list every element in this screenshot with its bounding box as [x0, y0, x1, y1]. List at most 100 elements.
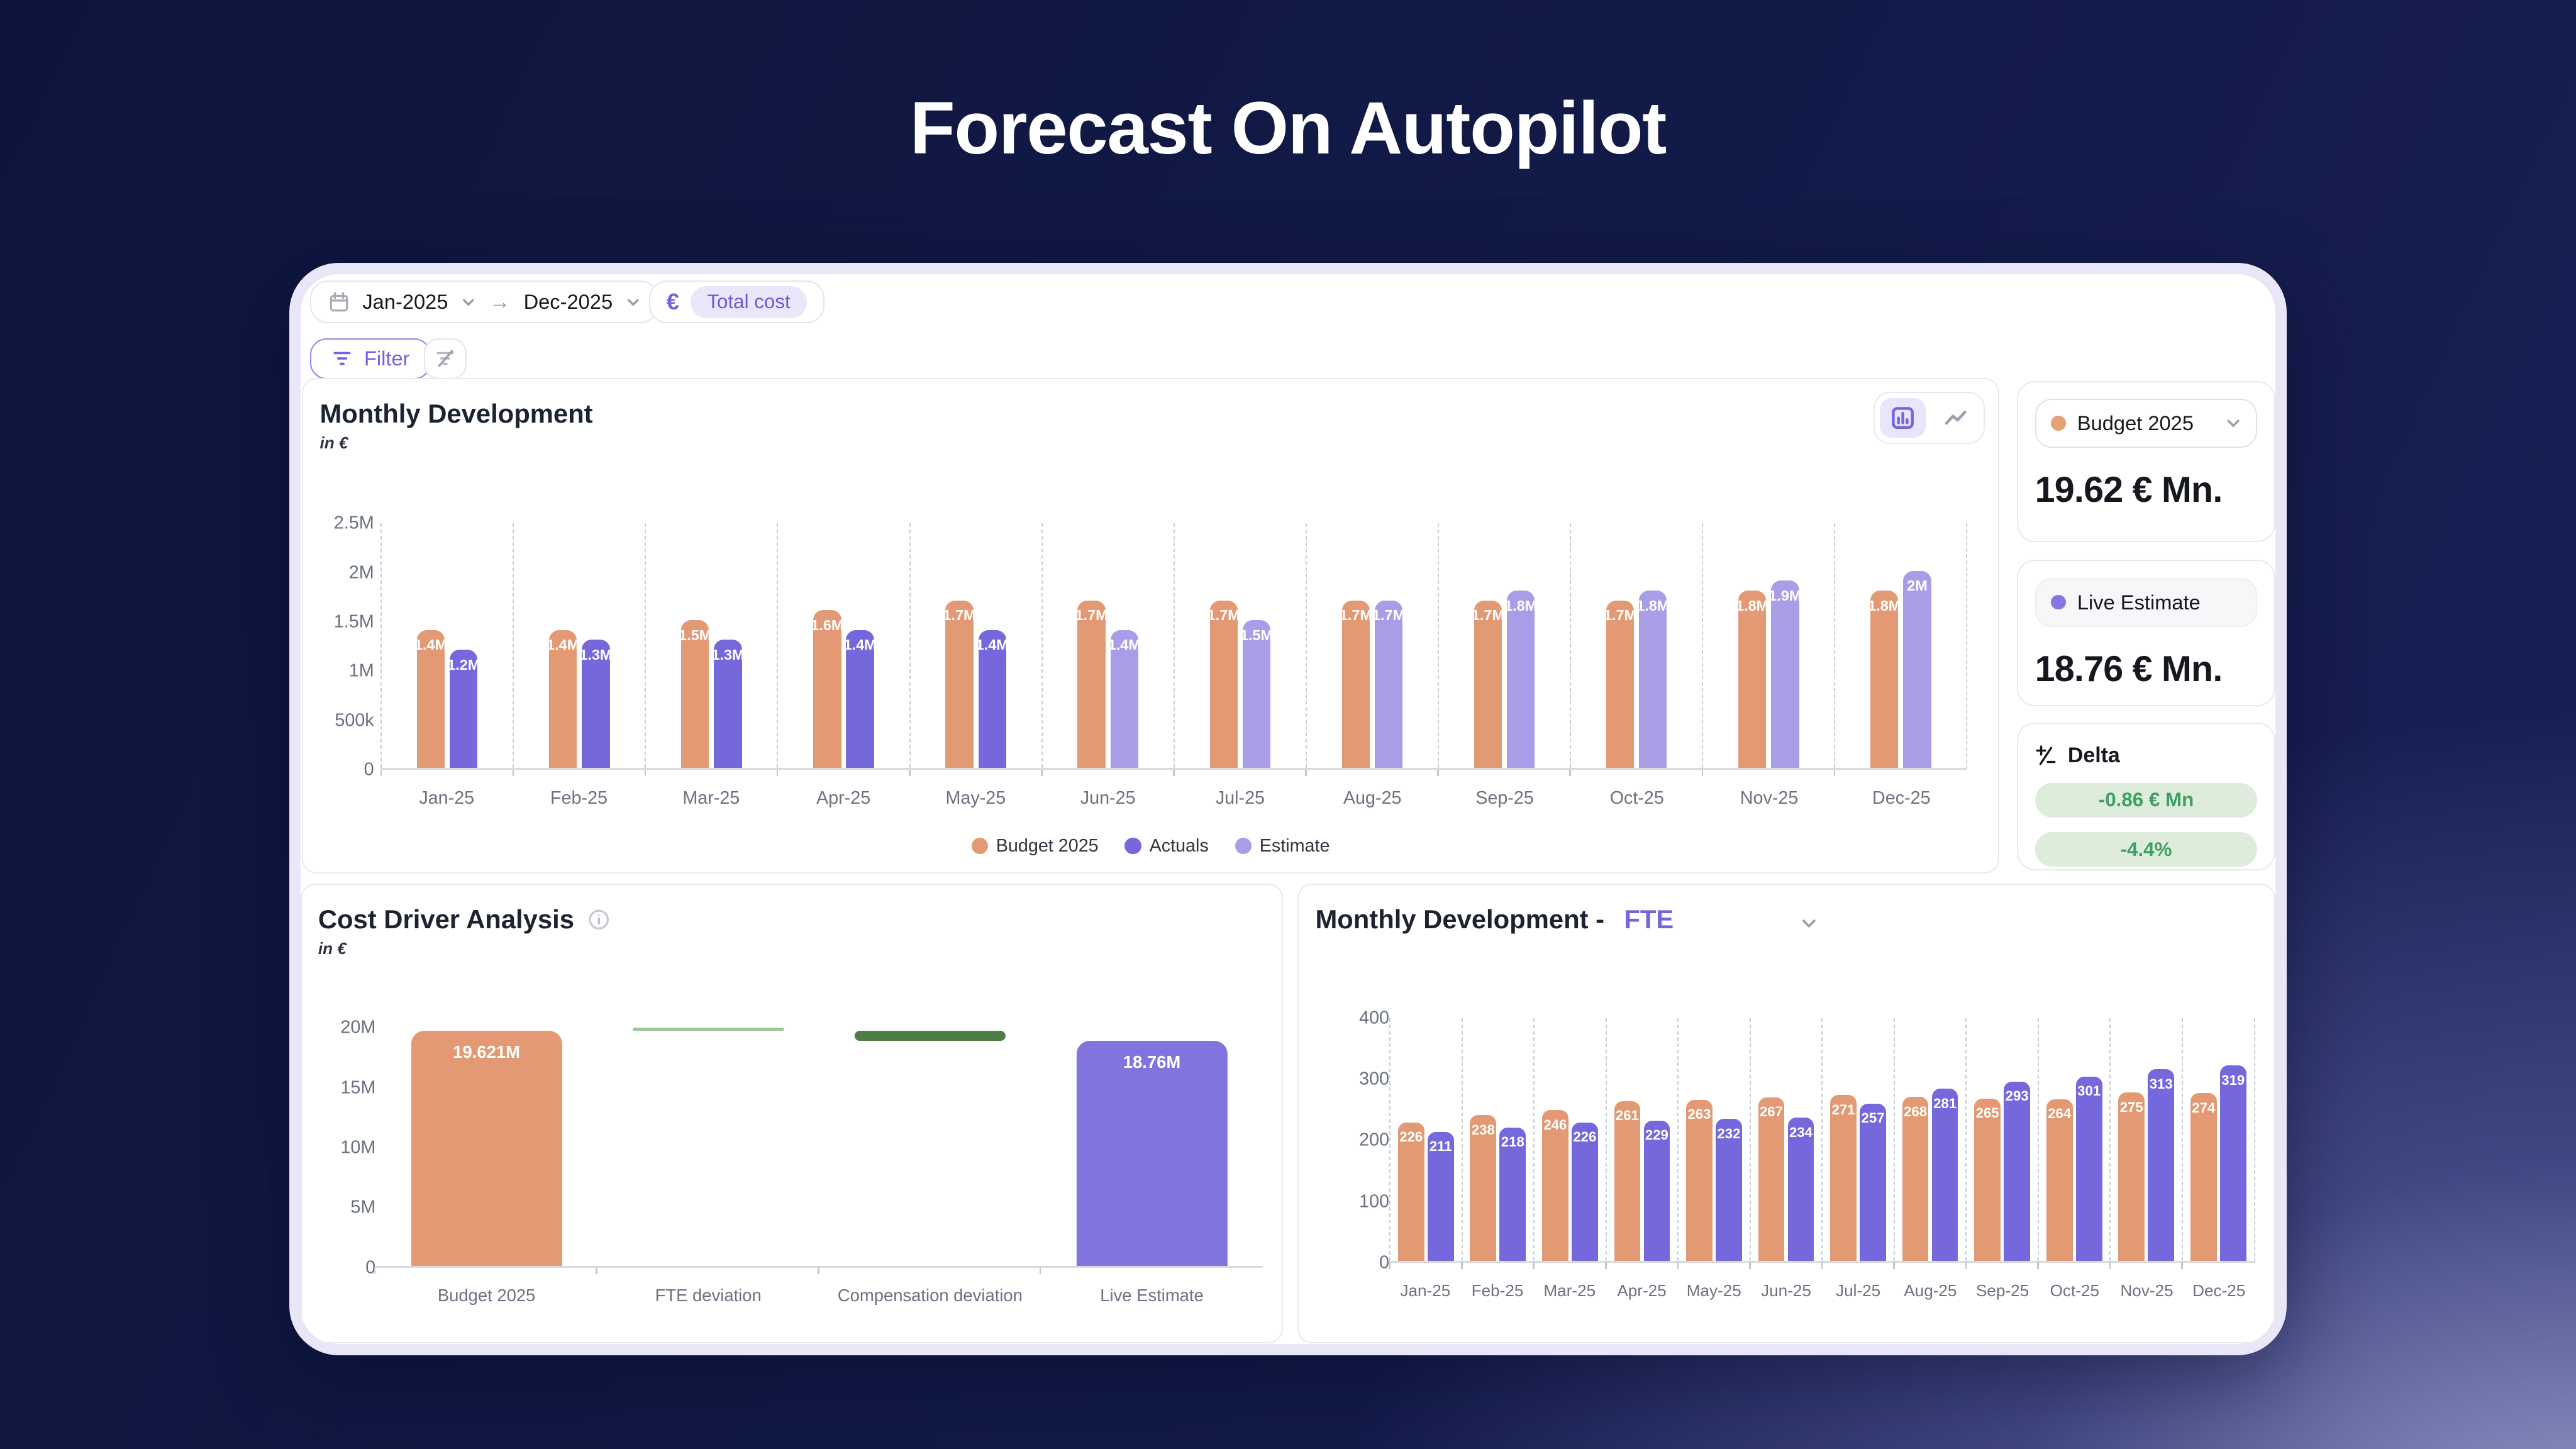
y-tick-label: 2.5M: [333, 513, 374, 533]
date-range-selector[interactable]: Jan-2025 → Dec-2025: [310, 280, 658, 324]
x-axis-label: Budget 2025: [437, 1285, 536, 1306]
plot-area: 1.4M 1.2M 1.4M 1.3M 1.5M 1.3M 1.6M 1.4M 1.7M 1.4M…: [380, 523, 1968, 777]
bar-budget-2025: 226: [1397, 1122, 1424, 1261]
x-axis-label: Apr-25: [816, 787, 871, 808]
bar-estimate: 2M: [1903, 570, 1931, 769]
bar-budget-2025: 1.8M: [1868, 591, 1901, 769]
x-axis-label: Nov-25: [1740, 787, 1799, 808]
legend-label: Actuals: [1149, 835, 1209, 856]
bar-budget-2025: 246: [1541, 1110, 1568, 1261]
bar-budget-2025: 1.7M: [1208, 600, 1240, 769]
y-axis: 20M 15M 10M 5M 0: [315, 1018, 376, 1277]
bar-actuals: 1.3M: [711, 640, 745, 769]
dashboard-card: Jan-2025 → Dec-2025 € Total cost Filter …: [289, 262, 2287, 1356]
bar-actuals: 1.3M: [579, 640, 613, 769]
x-axis-label: Mar-25: [1543, 1280, 1596, 1300]
legend-label: Budget 2025: [996, 835, 1099, 856]
bar-value-label: 1.8M: [1636, 597, 1670, 614]
filter-button[interactable]: Filter: [310, 338, 431, 380]
x-axis-label: Mar-25: [682, 787, 740, 808]
legend-item: Budget 2025: [971, 835, 1099, 857]
chart-type-toggle: [1874, 392, 1985, 444]
x-axis-label: May-25: [1686, 1280, 1741, 1300]
chevron-down-icon[interactable]: [461, 295, 476, 310]
y-tick-label: 20M: [340, 1017, 376, 1038]
filter-off-icon: [436, 350, 453, 367]
y-tick-label: 10M: [340, 1137, 376, 1158]
bar-value-label: 1.7M: [943, 607, 976, 624]
info-icon[interactable]: [587, 908, 611, 931]
line-chart-toggle[interactable]: [1933, 398, 1979, 438]
bar-value-label: 1.7M: [1339, 607, 1372, 624]
bar-live-estimate: 229: [1643, 1121, 1670, 1261]
budget-total-value: 19.62 € Mn.: [2035, 470, 2223, 511]
budget-series-dropdown[interactable]: Budget 2025: [2035, 398, 2258, 448]
bar-live-estimate: 218: [1499, 1127, 1526, 1261]
month-cell: 271 257: [1821, 1018, 1894, 1270]
y-tick-label: 300: [1359, 1069, 1389, 1089]
chevron-down-icon[interactable]: [626, 295, 641, 310]
y-tick-label: 0: [365, 1257, 376, 1278]
bar-chart-toggle[interactable]: [1880, 398, 1926, 438]
plot-area: 19.621M 18.76M: [374, 1027, 1263, 1275]
month-cell: 1.7M 1.4M: [908, 523, 1041, 777]
cost-driver-subtitle: in €: [318, 939, 347, 958]
month-cell: 1.7M 1.7M: [1305, 523, 1438, 777]
fte-title-metric: FTE: [1624, 904, 1674, 935]
chart-legend: Budget 2025 Actuals Estimate: [303, 836, 1997, 857]
bar-budget-2025: 263: [1686, 1099, 1713, 1261]
bar-actuals: 1.4M: [843, 630, 877, 769]
bar-estimate: 1.7M: [1372, 600, 1405, 769]
bar-value-label: 301: [2077, 1083, 2101, 1099]
bar-value-label: 274: [2192, 1099, 2216, 1116]
y-tick-label: 1M: [348, 660, 374, 681]
y-tick-label: 500k: [335, 710, 374, 731]
y-tick-label: 5M: [350, 1197, 376, 1218]
delta-absolute-badge: -0.86 € Mn: [2035, 782, 2258, 818]
bar-live-estimate: 319: [2219, 1065, 2246, 1261]
chevron-down-icon[interactable]: [2225, 415, 2241, 431]
bar-value-label: 1.4M: [843, 636, 877, 653]
month-cell: 226 211: [1389, 1018, 1462, 1270]
live-estimate-card: Live Estimate 18.76 € Mn.: [2017, 560, 2275, 706]
x-axis-label: Apr-25: [1617, 1280, 1667, 1300]
live-estimate-value: 18.76 € Mn.: [2035, 648, 2223, 689]
date-to[interactable]: Dec-2025: [523, 290, 613, 314]
bar-live-estimate: 232: [1716, 1119, 1742, 1261]
waterfall-cell: [817, 1028, 1041, 1275]
bar-value-label: 268: [1904, 1103, 1928, 1119]
month-cell: 263 232: [1677, 1018, 1750, 1270]
waterfall-bar: 18.76M: [1076, 1040, 1228, 1266]
bar-budget-2025: 1.7M: [1075, 600, 1108, 769]
cost-type-selector[interactable]: € Total cost: [648, 280, 824, 324]
bar-value-label: 1.2M: [447, 656, 480, 673]
plot-area: 226 211 238 218 246 226 261 229 263 232 267 234 271 2…: [1389, 1018, 2255, 1270]
legend-label: Estimate: [1259, 835, 1330, 856]
bar-value-label: 267: [1759, 1104, 1783, 1120]
bar-budget-2025: 274: [2190, 1093, 2217, 1261]
date-from[interactable]: Jan-2025: [362, 290, 448, 314]
bar-budget-2025: 268: [1902, 1097, 1929, 1261]
range-arrow-icon: →: [489, 289, 511, 314]
filter-button-label: Filter: [364, 347, 410, 370]
chevron-down-icon[interactable]: [1800, 914, 1818, 933]
x-axis-label: Compensation deviation: [837, 1285, 1023, 1306]
x-axis-label: Jul-25: [1215, 787, 1265, 808]
clear-filter-button[interactable]: [423, 338, 467, 380]
y-tick-label: 15M: [340, 1077, 376, 1098]
month-cell: 1.7M 1.8M: [1569, 523, 1702, 777]
bar-budget-2025: 238: [1470, 1115, 1497, 1261]
total-cost-chip[interactable]: Total cost: [691, 286, 807, 319]
bar-budget-2025: 267: [1758, 1097, 1785, 1261]
bar-value-label: 1.7M: [1471, 607, 1505, 624]
bar-budget-2025: 275: [2118, 1092, 2145, 1261]
x-axis-label: Live Estimate: [1100, 1285, 1204, 1306]
bar-estimate: 1.9M: [1768, 580, 1802, 769]
monthly-development-chart: 2.5M 2M 1.5M 1M 500k 0 1.4M 1.2M 1.4M 1.3M 1.5M 1.…: [303, 513, 1968, 808]
bar-live-estimate: 226: [1571, 1122, 1598, 1261]
bar-budget-2025: 1.6M: [811, 610, 844, 769]
x-axis-label: Feb-25: [550, 787, 608, 808]
bar-budget-2025: 265: [1974, 1099, 2001, 1261]
bar-value-label: 1.4M: [547, 636, 580, 653]
y-axis: 400 300 200 100 0: [1311, 1008, 1389, 1272]
